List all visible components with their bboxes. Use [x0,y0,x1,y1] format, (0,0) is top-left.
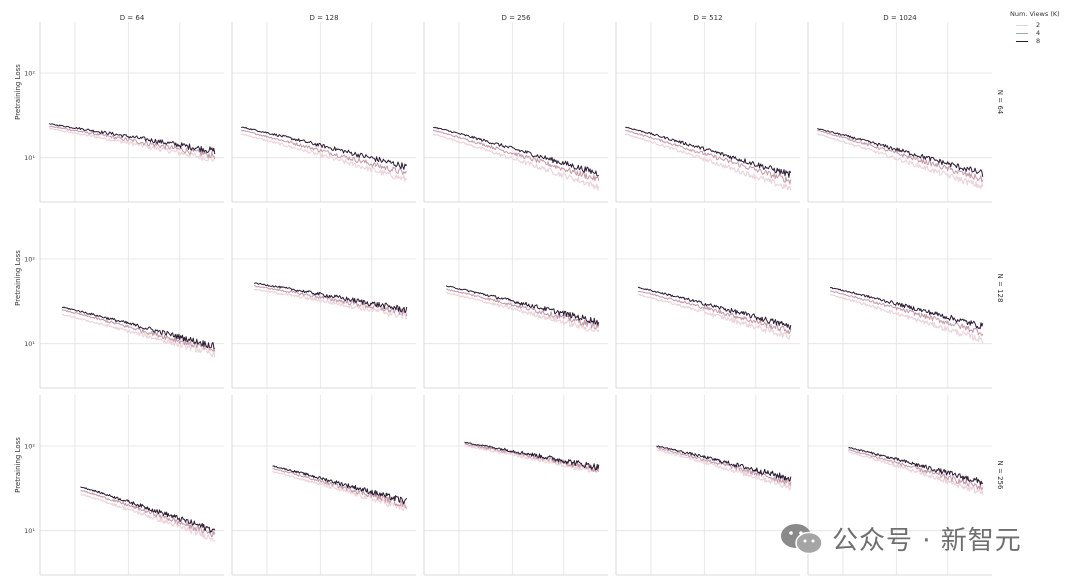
series-line-k2 [848,451,984,495]
panel-1-0: 10¹ 10² [24,208,224,389]
series-line-k8 [848,446,984,486]
series-line-k4 [830,290,984,337]
panel-0-0: 10¹ 10² [24,22,224,203]
series-line-k4 [254,285,408,317]
legend-label-4: 4 [1036,29,1041,37]
series-line-k8 [48,123,216,155]
series-line-k4 [637,290,792,335]
series-line-k2 [625,133,792,191]
series-line-k4 [61,309,216,352]
panel-2-1 [231,395,416,576]
series-line-k2 [272,470,408,511]
y-axis-label: Pretraining Loss [14,437,22,493]
column-title: D = 512 [693,14,722,22]
legend-entry-8: 8 [1016,37,1060,45]
series-line-k4 [432,129,600,182]
series-line-k2 [656,449,792,491]
legend: Num. Views (K) 2 4 8 [1010,10,1060,45]
series-line-k8 [80,486,216,533]
series-line-k2 [253,288,408,320]
y-axis-label: Pretraining Loss [14,64,22,120]
legend-entry-4: 4 [1016,29,1060,37]
y-tick-label: 10² [24,442,35,450]
series-line-k4 [656,447,792,486]
series-line-k2 [637,293,792,340]
column-title: D = 1024 [883,14,917,22]
series-line-k8 [61,306,215,349]
series-line-k4 [446,288,600,330]
panel-0-1 [231,22,416,203]
column-title: D = 64 [120,14,145,22]
series-line-k8 [241,126,408,170]
panel-1-1 [231,208,416,389]
series-line-k8 [637,286,792,330]
series-line-k2 [432,133,600,191]
y-axis-label: Pretraining Loss [14,250,22,306]
panel-2-0: 10¹ 10² [24,395,224,576]
row-title: N = 128 [996,274,1004,303]
y-tick-label: 10² [24,69,35,77]
series-line-k2 [61,313,216,358]
panel-2-4 [807,395,992,576]
watermark: 公众号 · 新智元 [780,520,1022,557]
row-title: N = 64 [996,90,1004,115]
series-line-k2 [446,291,600,333]
legend-swatch-8 [1016,40,1028,42]
series-line-k2 [829,293,984,344]
panel-1-2 [423,208,608,389]
watermark-text: 公众号 · 新智元 [832,526,1022,556]
series-line-k8 [656,445,792,482]
series-line-k4 [272,468,407,509]
series-line-k2 [48,127,216,162]
series-line-k4 [624,129,792,185]
series-line-k8 [464,441,600,471]
series-line-k8 [445,285,600,326]
series-line-k2 [464,445,600,474]
y-tick-label: 10¹ [24,340,35,348]
series-line-k8 [625,126,792,178]
row-title: N = 256 [996,461,1004,490]
wechat-logo-icon [781,523,823,554]
column-title: D = 256 [501,14,531,22]
panel-0-3 [615,22,800,203]
y-tick-label: 10¹ [24,154,35,162]
panel-2-2 [423,395,608,576]
series-line-k2 [80,493,215,542]
y-tick-label: 10¹ [24,527,35,535]
series-line-k4 [241,129,408,175]
legend-label-8: 8 [1036,37,1041,45]
series-line-k8 [817,128,984,177]
panel-2-3 [615,395,800,576]
series-line-k2 [817,133,984,190]
series-line-k4 [817,130,984,183]
legend-swatch-2 [1016,24,1028,26]
series-line-k4 [848,449,984,490]
series-line-k8 [272,465,408,505]
series-line-k8 [432,126,600,177]
column-title: D = 128 [309,14,338,22]
legend-title: Num. Views (K) [1010,10,1060,18]
series-line-k4 [49,125,216,160]
y-tick-label: 10² [24,255,35,263]
panel-0-2 [423,22,608,203]
legend-entry-2: 2 [1016,21,1060,29]
series-line-k8 [254,282,408,314]
legend-swatch-4 [1016,32,1028,34]
panel-0-4 [807,22,992,203]
panel-1-3 [615,208,800,389]
panel-1-4 [807,208,992,389]
series-line-k2 [240,133,408,182]
series-line-k8 [829,286,984,330]
legend-label-2: 2 [1036,21,1041,29]
